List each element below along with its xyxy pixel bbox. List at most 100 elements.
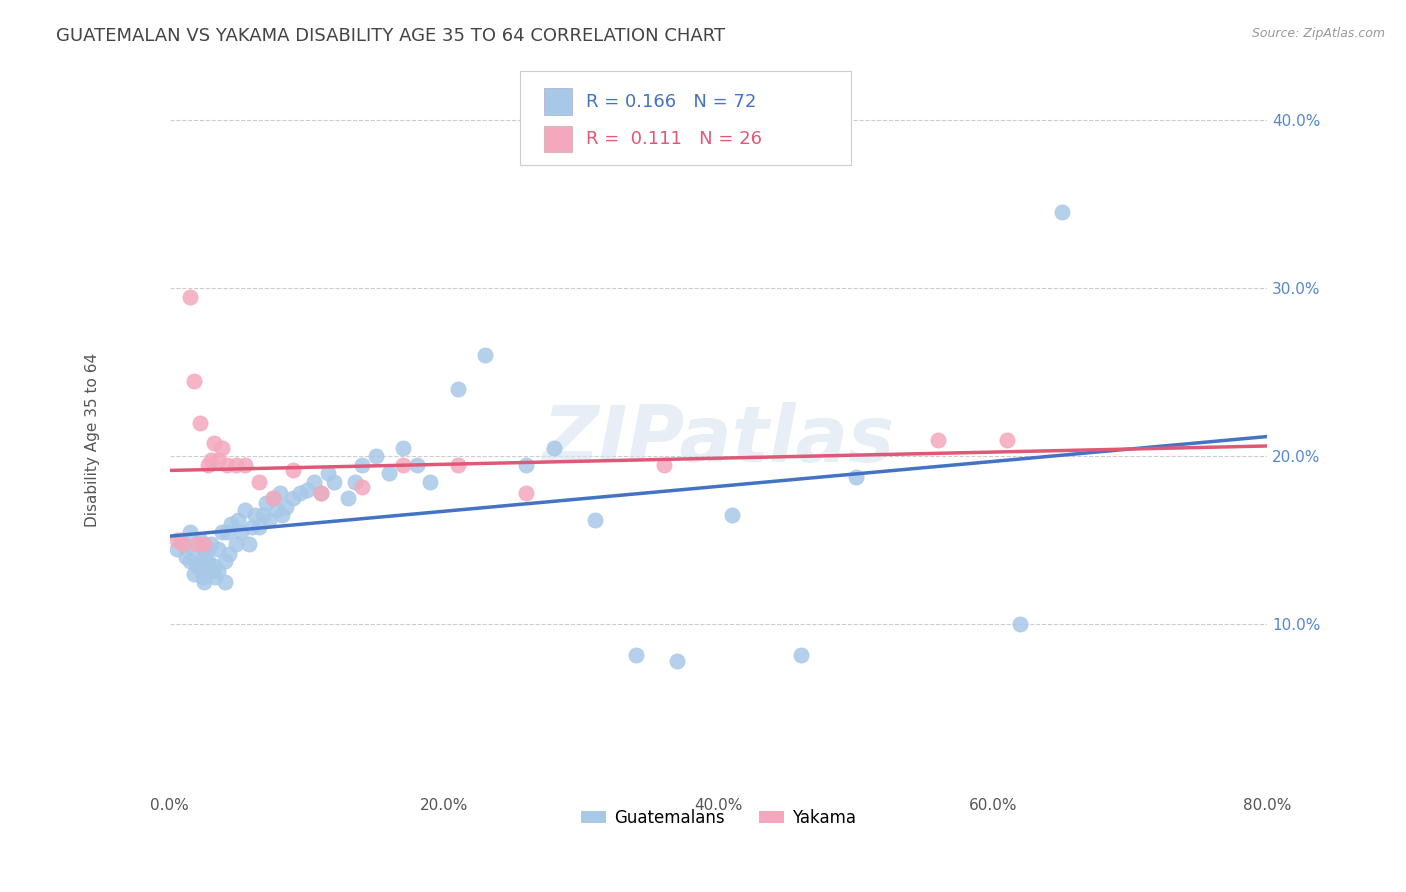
Point xyxy=(207,541,229,556)
Point xyxy=(214,575,236,590)
Point xyxy=(721,508,744,523)
Point xyxy=(170,533,193,548)
Point xyxy=(583,513,606,527)
Point xyxy=(266,503,288,517)
Point xyxy=(652,458,675,472)
Point xyxy=(183,374,205,388)
Point xyxy=(197,553,219,567)
Point xyxy=(240,520,263,534)
Point xyxy=(211,441,233,455)
Point xyxy=(283,463,305,477)
Point xyxy=(179,289,201,303)
Point xyxy=(193,575,215,590)
Point xyxy=(183,567,205,582)
Point xyxy=(543,441,565,455)
Point xyxy=(207,564,229,578)
Point xyxy=(262,491,284,506)
Point xyxy=(186,558,208,573)
Text: GUATEMALAN VS YAKAMA DISABILITY AGE 35 TO 64 CORRELATION CHART: GUATEMALAN VS YAKAMA DISABILITY AGE 35 T… xyxy=(56,27,725,45)
Point xyxy=(309,486,332,500)
Text: R = 0.166   N = 72: R = 0.166 N = 72 xyxy=(586,93,756,111)
Point xyxy=(276,500,298,514)
Point xyxy=(166,541,188,556)
Point xyxy=(207,452,229,467)
Point xyxy=(172,537,194,551)
Point xyxy=(515,458,537,472)
Point xyxy=(193,550,215,565)
Point xyxy=(378,466,401,480)
Point xyxy=(197,458,219,472)
Text: R =  0.111   N = 26: R = 0.111 N = 26 xyxy=(586,130,762,148)
Point xyxy=(218,547,240,561)
Point xyxy=(233,503,256,517)
Point xyxy=(186,537,208,551)
Point xyxy=(247,520,270,534)
Point xyxy=(474,348,496,362)
Point xyxy=(515,486,537,500)
Point xyxy=(283,491,305,506)
Point xyxy=(447,382,470,396)
Point xyxy=(183,547,205,561)
Point xyxy=(269,486,291,500)
Point xyxy=(179,524,201,539)
Point xyxy=(243,508,266,523)
Point xyxy=(626,648,648,662)
Point xyxy=(247,475,270,489)
Point xyxy=(200,564,222,578)
Point xyxy=(172,537,194,551)
Point xyxy=(1010,617,1032,632)
Point xyxy=(228,513,250,527)
Point xyxy=(174,550,197,565)
Point xyxy=(845,469,868,483)
Point xyxy=(302,475,325,489)
Point xyxy=(295,483,318,497)
Point xyxy=(350,458,373,472)
Point xyxy=(166,533,188,548)
Point xyxy=(200,537,222,551)
Point xyxy=(211,524,233,539)
Point xyxy=(186,537,208,551)
Point xyxy=(262,491,284,506)
Point xyxy=(202,435,225,450)
Point xyxy=(217,458,239,472)
Point xyxy=(350,480,373,494)
Point xyxy=(179,553,201,567)
Point xyxy=(392,458,415,472)
Point xyxy=(995,433,1018,447)
Point xyxy=(392,441,415,455)
Point xyxy=(229,524,252,539)
Y-axis label: Disability Age 35 to 64: Disability Age 35 to 64 xyxy=(86,352,100,526)
Point xyxy=(337,491,360,506)
Point xyxy=(225,458,247,472)
Point xyxy=(419,475,441,489)
Point xyxy=(927,433,949,447)
Point xyxy=(193,537,215,551)
Point xyxy=(1050,205,1073,219)
Point xyxy=(405,458,427,472)
Point xyxy=(790,648,813,662)
Point xyxy=(214,553,236,567)
Point xyxy=(316,466,339,480)
Point xyxy=(309,486,332,500)
Legend: Guatemalans, Yakama: Guatemalans, Yakama xyxy=(575,803,862,834)
Point xyxy=(666,655,689,669)
Point xyxy=(257,513,280,527)
Point xyxy=(217,524,239,539)
Point xyxy=(364,450,387,464)
Point xyxy=(191,570,214,584)
Point xyxy=(343,475,366,489)
Point xyxy=(254,496,277,510)
Text: ZIPatlas: ZIPatlas xyxy=(543,401,894,477)
Point xyxy=(238,537,260,551)
Point xyxy=(288,486,311,500)
Point xyxy=(188,533,211,548)
Point xyxy=(225,537,247,551)
Point xyxy=(202,558,225,573)
Point xyxy=(200,452,222,467)
Point xyxy=(233,458,256,472)
Text: Source: ZipAtlas.com: Source: ZipAtlas.com xyxy=(1251,27,1385,40)
Point xyxy=(221,516,243,531)
Point xyxy=(204,570,226,584)
Point xyxy=(188,416,211,430)
Point xyxy=(188,558,211,573)
